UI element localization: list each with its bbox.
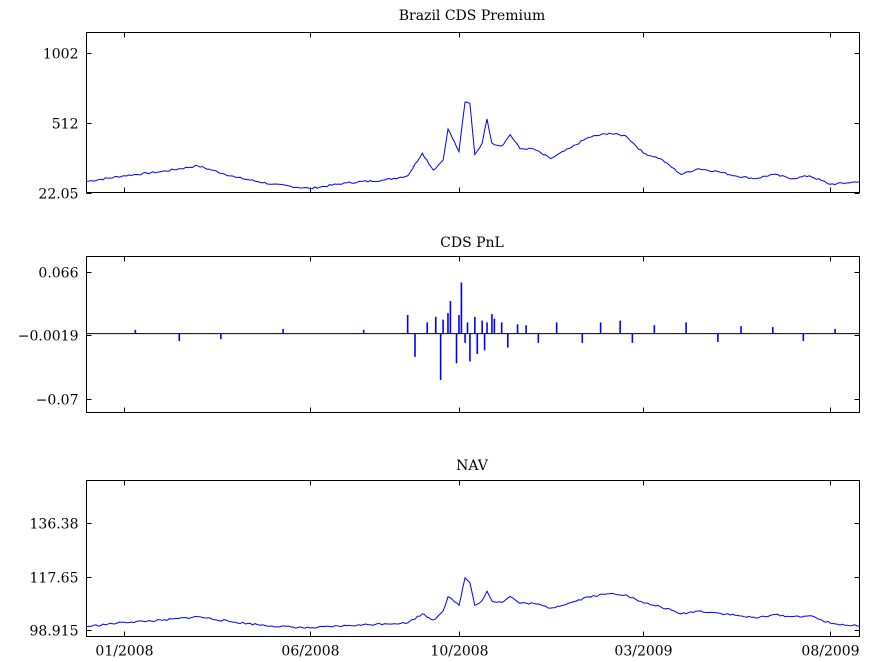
x-tick-label: 08/2009 [801, 644, 859, 660]
y-tick-label: 0.066 [38, 266, 78, 282]
y-tick-label: −0.07 [36, 393, 79, 409]
cds-pnl-panel: CDS PnL −0.07 −0.0019 0.066 [18, 235, 860, 413]
panel-title: Brazil CDS Premium [399, 8, 546, 24]
x-tick-label: 10/2008 [430, 644, 488, 660]
plot-area: 98.915 117.65 136.38 01/2008 06/2008 10/2008 0… [30, 480, 860, 660]
x-tick-label: 03/2009 [614, 644, 672, 660]
series-line [86, 576, 860, 629]
x-tick-label: 01/2008 [95, 644, 153, 660]
y-tick-label: 22.05 [38, 187, 78, 203]
y-tick-label: 512 [52, 117, 79, 133]
y-tick-label: 98.915 [30, 624, 79, 640]
panel-title: NAV [456, 458, 489, 474]
y-tick-label: −0.0019 [18, 329, 79, 345]
cds-premium-panel: Brazil CDS Premium 22.05 512 1002 [38, 8, 860, 203]
plot-area: −0.07 −0.0019 0.066 [18, 256, 860, 413]
plot-frame [86, 32, 860, 193]
plot-area: 22.05 512 1002 [38, 32, 860, 203]
series-line [86, 101, 860, 190]
y-tick-label: 136.38 [30, 517, 79, 533]
plot-frame [86, 480, 860, 637]
panel-title: CDS PnL [440, 235, 504, 251]
plot-frame [86, 256, 860, 413]
y-tick-label: 117.65 [30, 571, 79, 587]
nav-panel: NAV 98.915 117.65 136.38 01/2008 06/2008 10/2… [30, 458, 860, 660]
x-tick-label: 06/2008 [281, 644, 339, 660]
y-tick-label: 1002 [43, 47, 79, 63]
